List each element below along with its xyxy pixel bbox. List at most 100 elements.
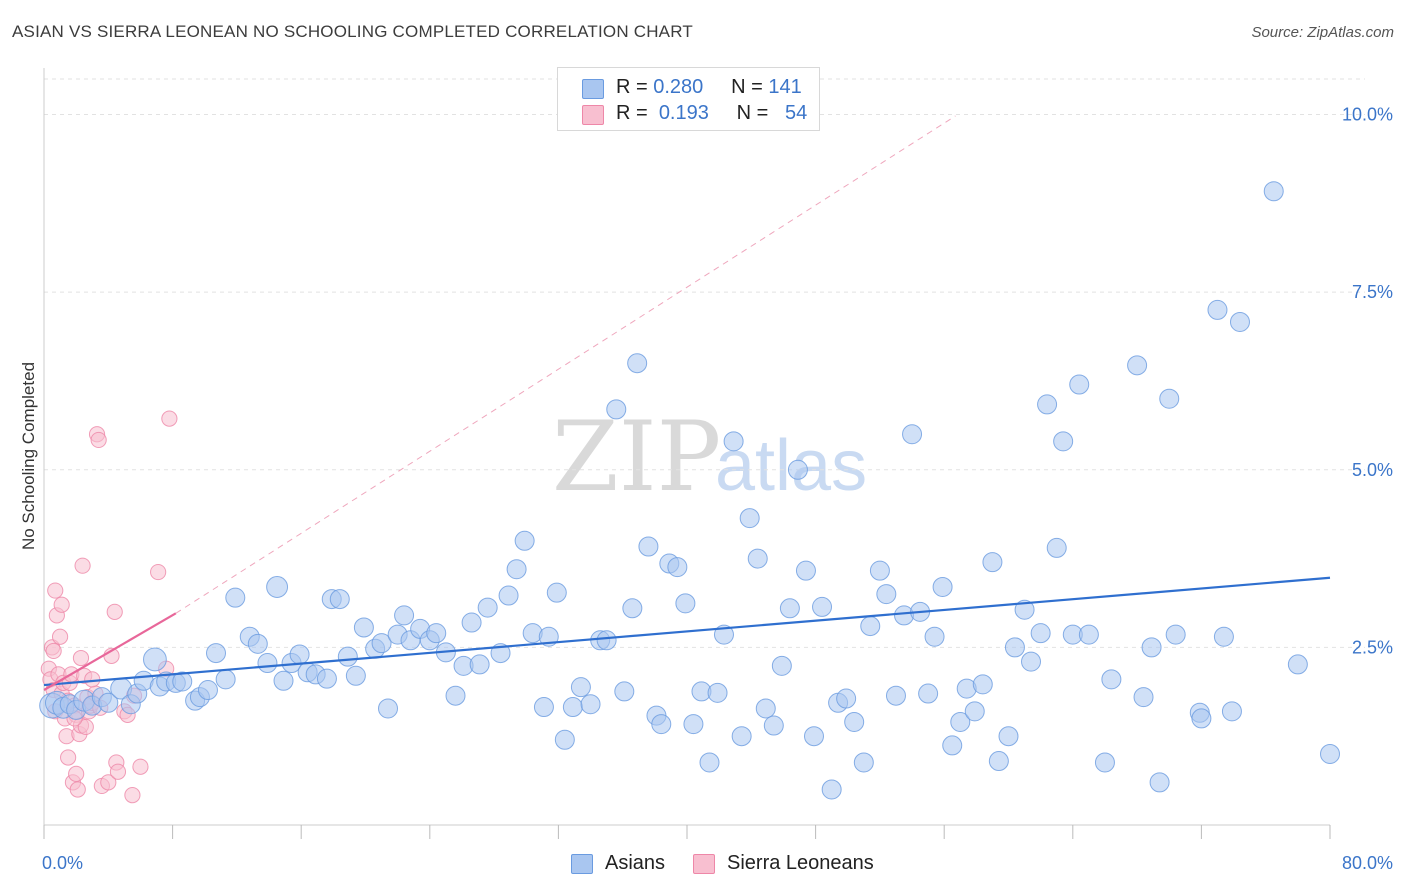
x-tick-label: 80.0% <box>1342 853 1393 873</box>
asian-point <box>514 530 535 551</box>
asian-point <box>713 624 734 645</box>
asian-point <box>546 582 567 603</box>
asian-point <box>885 685 906 706</box>
asian-point <box>1094 752 1115 773</box>
legend-swatch-asians <box>582 79 604 99</box>
asian-point <box>950 711 971 732</box>
asian-point <box>902 424 923 445</box>
watermark-zip: ZIP <box>552 401 721 513</box>
asian-point <box>225 587 246 608</box>
asian-point <box>675 593 696 614</box>
asian-point <box>337 646 358 667</box>
r-label: R = <box>616 76 648 98</box>
asian-point <box>1191 708 1212 729</box>
asian-point <box>329 589 350 610</box>
asian-point <box>1021 651 1042 672</box>
sierra-leonean-point <box>72 649 90 667</box>
asian-point <box>771 655 792 676</box>
asian-point <box>266 576 289 598</box>
asian-point <box>699 752 720 773</box>
asian-point <box>316 668 337 689</box>
sierra-leonean-point <box>69 781 86 798</box>
legend-text-asians: R = 0.280 N = 141 <box>616 76 802 99</box>
asian-point <box>651 714 672 735</box>
asian-point <box>289 644 310 665</box>
asian-point <box>353 617 374 638</box>
asian-points <box>39 181 1340 800</box>
asian-point <box>932 576 953 597</box>
asian-point <box>554 729 575 750</box>
r-label: R = <box>616 102 648 124</box>
asian-point <box>371 633 392 654</box>
asian-point <box>1127 355 1148 376</box>
asian-point <box>1263 181 1284 202</box>
asian-point <box>1004 637 1025 658</box>
sierra-leonean-point <box>161 410 178 427</box>
sierra-leonean-point <box>109 763 127 780</box>
asian-point <box>345 665 366 686</box>
asian-point <box>197 680 218 701</box>
n-label: N = <box>731 76 763 98</box>
asian-point <box>779 598 800 619</box>
asian-point <box>1053 431 1074 452</box>
r-value: 0.280 <box>653 76 704 98</box>
bottom-legend-swatch-sierra-leoneans <box>693 854 715 874</box>
sierra-leonean-point <box>60 749 77 766</box>
legend-text-sierra-leoneans: R = 0.193 N = 54 <box>616 102 807 125</box>
y-tick-label: 5.0% <box>1352 460 1393 480</box>
asian-point <box>1141 637 1162 658</box>
asian-point <box>1101 669 1122 690</box>
asian-point <box>1320 743 1340 764</box>
sierra-leonean-point <box>51 628 69 645</box>
asian-point <box>1159 388 1180 409</box>
sierra-leonean-trend-extension <box>175 115 956 614</box>
asian-point <box>667 557 688 578</box>
asian-point <box>795 560 816 581</box>
sierra-leonean-point <box>150 563 167 581</box>
asian-point <box>614 681 635 702</box>
asian-point <box>445 685 466 706</box>
sierra-leonean-point <box>106 603 123 620</box>
asian-point <box>622 598 643 619</box>
asian-point <box>942 735 963 756</box>
asian-point <box>426 623 447 644</box>
trend-extension <box>175 115 956 614</box>
asian-point <box>638 536 659 557</box>
n-value: 141 <box>768 76 802 98</box>
asian-point <box>477 597 498 618</box>
asian-point <box>533 697 554 718</box>
asian-point <box>206 643 227 664</box>
asian-point <box>683 714 704 735</box>
y-tick-label: 10.0% <box>1342 105 1393 125</box>
asian-point <box>918 683 939 704</box>
asian-point <box>498 585 519 606</box>
tick-labels: 2.5% 5.0% 7.5% 10.0% 0.0% 80.0% <box>42 105 1393 873</box>
asian-point <box>172 671 193 692</box>
y-axis-label: No Schooling Completed <box>19 362 38 550</box>
sierra-leonean-point <box>132 758 149 775</box>
asian-point <box>1149 772 1170 793</box>
asian-point <box>215 669 236 690</box>
sierra-leonean-point <box>100 774 117 791</box>
asian-point <box>469 654 490 675</box>
n-label: N = <box>736 102 769 124</box>
y-tick-label: 2.5% <box>1352 637 1393 657</box>
asian-point <box>869 560 890 581</box>
asian-point <box>273 670 294 691</box>
source-credit: Source: ZipAtlas.com <box>1251 24 1394 41</box>
asian-point <box>1030 623 1051 644</box>
x-tick-label: 0.0% <box>42 853 83 873</box>
asian-point <box>596 630 617 651</box>
asian-point <box>394 605 415 626</box>
asian-point <box>988 751 1009 772</box>
sierra-leonean-point <box>68 765 85 782</box>
asian-point <box>787 459 808 480</box>
asian-point <box>1078 624 1099 645</box>
asian-point <box>1014 599 1035 620</box>
bottom-legend-swatch-asians <box>571 854 593 874</box>
asian-point <box>1037 394 1058 415</box>
asian-point <box>731 726 752 747</box>
asian-point <box>461 612 482 633</box>
asian-point <box>876 584 897 605</box>
